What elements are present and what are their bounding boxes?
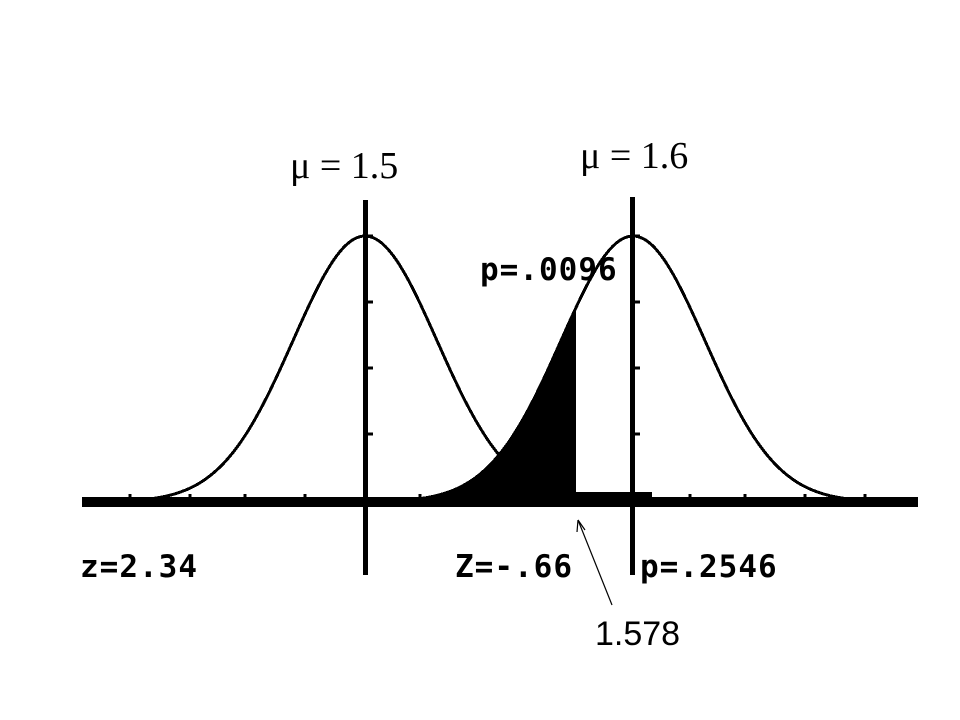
mean-label: μ = 1.6 (580, 135, 688, 177)
x-axis (82, 497, 918, 507)
y-axis (363, 200, 368, 575)
probability-label: p=.2546 (640, 549, 778, 585)
mean-label: μ = 1.5 (290, 145, 398, 187)
cutoff-label: 1.578 (595, 615, 680, 653)
pointer-arrow (577, 519, 613, 606)
arrow-head (576, 519, 586, 533)
calculator-graph (82, 197, 918, 575)
z-score-label: Z=-.66 (455, 549, 573, 585)
shaded-area (348, 307, 576, 502)
probability-label: p=.0096 (480, 252, 618, 288)
y-axis (630, 197, 635, 575)
z-score-label: z=2.34 (80, 549, 198, 585)
